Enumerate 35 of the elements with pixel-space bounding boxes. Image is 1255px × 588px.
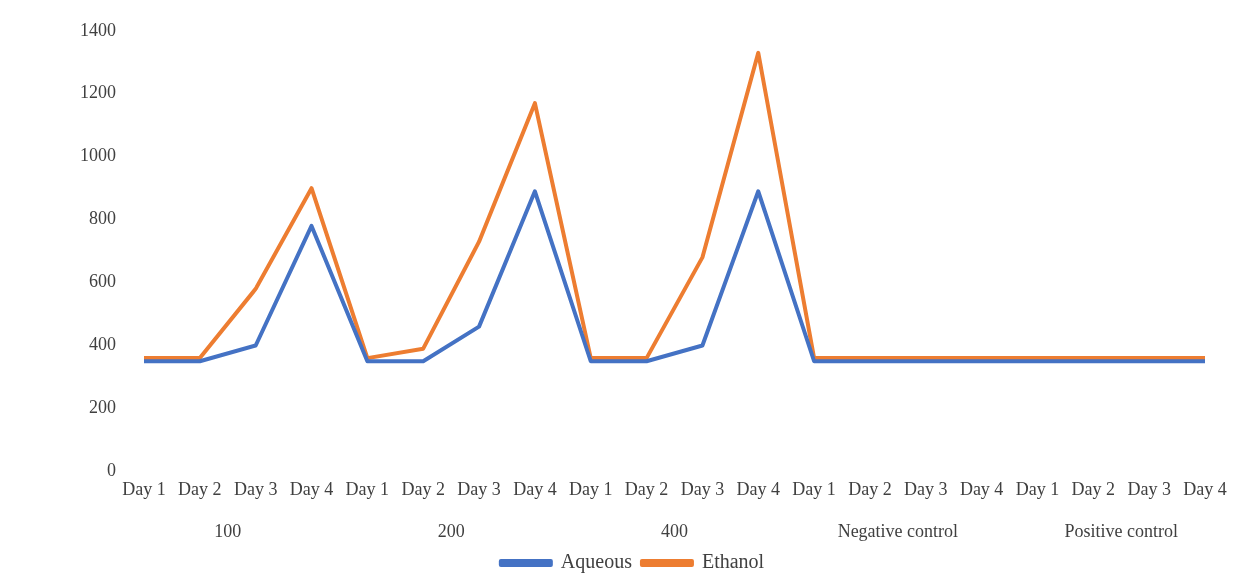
text: 200 [437,520,465,541]
y-tick-label: 0 [107,460,116,481]
x-tick-label: Day 1 [792,478,836,499]
x-tick-label: Day 3 [680,478,725,499]
x-tick-label: Day 4 [1183,478,1227,499]
x-tick-label: Day 2 [1071,478,1116,499]
x-tick-label: Day 1 [1015,478,1060,499]
text: 100 [214,520,242,541]
x-tick-label: Day 3 [457,478,501,499]
y-tick-label: 200 [89,397,116,418]
legend-label: Aqueous [560,550,633,574]
text: Negative control [837,520,959,541]
y-tick-label: 800 [89,208,116,229]
text: 400 [661,520,688,541]
x-tick-label: Day 3 [233,478,278,499]
x-tick-label: Day 3 [1127,478,1171,499]
y-tick-label: 1200 [80,82,116,103]
y-tick-label: 400 [89,334,116,355]
x-tick-label: Day 2 [178,478,222,499]
y-tick-label: 600 [89,271,116,292]
x-tick-label: Day 1 [568,478,613,499]
y-tick-label: 1000 [80,145,116,166]
x-tick-label: Day 4 [959,478,1004,499]
text: Positive control [1064,520,1178,541]
x-tick-label: Day 2 [848,478,892,499]
x-tick-label: Day 4 [736,478,781,499]
x-tick-label: Day 4 [513,478,557,499]
x-tick-label: Day 2 [624,478,669,499]
y-tick-label: 1400 [80,19,116,40]
legend-label: Ethanol [701,550,765,573]
x-tick-label: Day 4 [289,478,334,499]
x-tick-label: Day 3 [904,478,948,499]
x-tick-label: Day 2 [401,478,445,499]
x-tick-label: Day 1 [345,478,390,499]
x-tick-label: Day 1 [122,478,166,499]
